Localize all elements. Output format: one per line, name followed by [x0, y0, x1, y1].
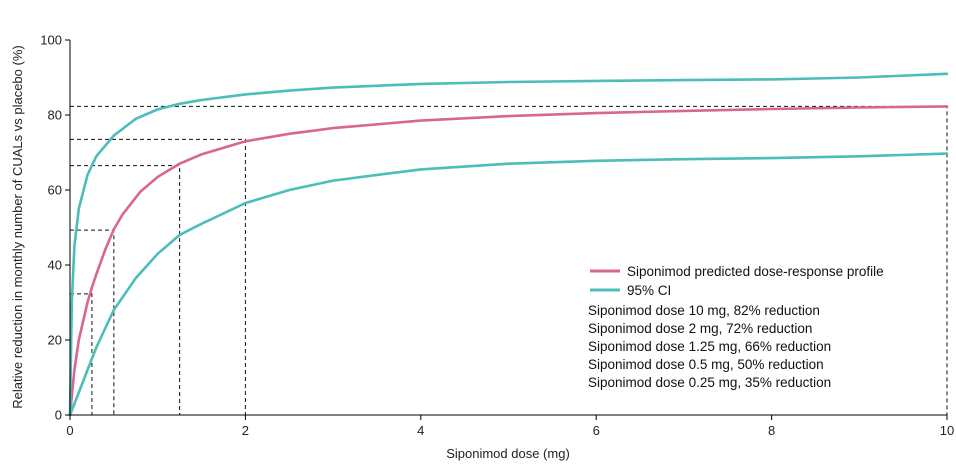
y-tick-label: 100 [40, 33, 62, 48]
reference-line-4 [70, 293, 93, 415]
curves [68, 72, 949, 417]
x-tick-label: 8 [768, 423, 775, 438]
y-tick-label: 20 [48, 333, 62, 348]
legend-label-ci: 95% CI [627, 283, 671, 298]
x-tick-label: 6 [593, 423, 600, 438]
legend-note-10mg: Siponimod dose 10 mg, 82% reduction [588, 303, 820, 318]
legend-note-2mg: Siponimod dose 2 mg, 72% reduction [588, 321, 812, 336]
legend-note-1-25mg: Siponimod dose 1.25 mg, 66% reduction [588, 339, 831, 354]
x-tick-label: 4 [417, 423, 424, 438]
x-tick-label: 2 [242, 423, 249, 438]
series-ci-lower-line [68, 152, 949, 417]
legend-note-0-25mg: Siponimod dose 0.25 mg, 35% reduction [588, 375, 831, 390]
axes: 0 20 40 60 80 100 0 2 4 6 8 10 [40, 33, 954, 439]
y-tick-label: 0 [55, 408, 62, 423]
reference-line-1 [70, 138, 246, 415]
x-tick-label: 0 [66, 423, 73, 438]
series-profile-line [68, 105, 949, 417]
legend-note-0-5mg: Siponimod dose 0.5 mg, 50% reduction [588, 357, 824, 372]
legend: Siponimod predicted dose-response profil… [588, 264, 884, 390]
y-axis-title: Relative reduction in monthly number of … [10, 45, 25, 408]
y-tick-label: 80 [48, 108, 62, 123]
legend-label-profile: Siponimod predicted dose-response profil… [627, 264, 884, 279]
series-ci-upper-line [68, 72, 949, 417]
reference-line-2 [70, 165, 181, 415]
y-tick-label: 40 [48, 258, 62, 273]
x-tick-label: 10 [940, 423, 954, 438]
y-tick-label: 60 [48, 183, 62, 198]
x-axis-title: Siponimod dose (mg) [446, 446, 570, 461]
